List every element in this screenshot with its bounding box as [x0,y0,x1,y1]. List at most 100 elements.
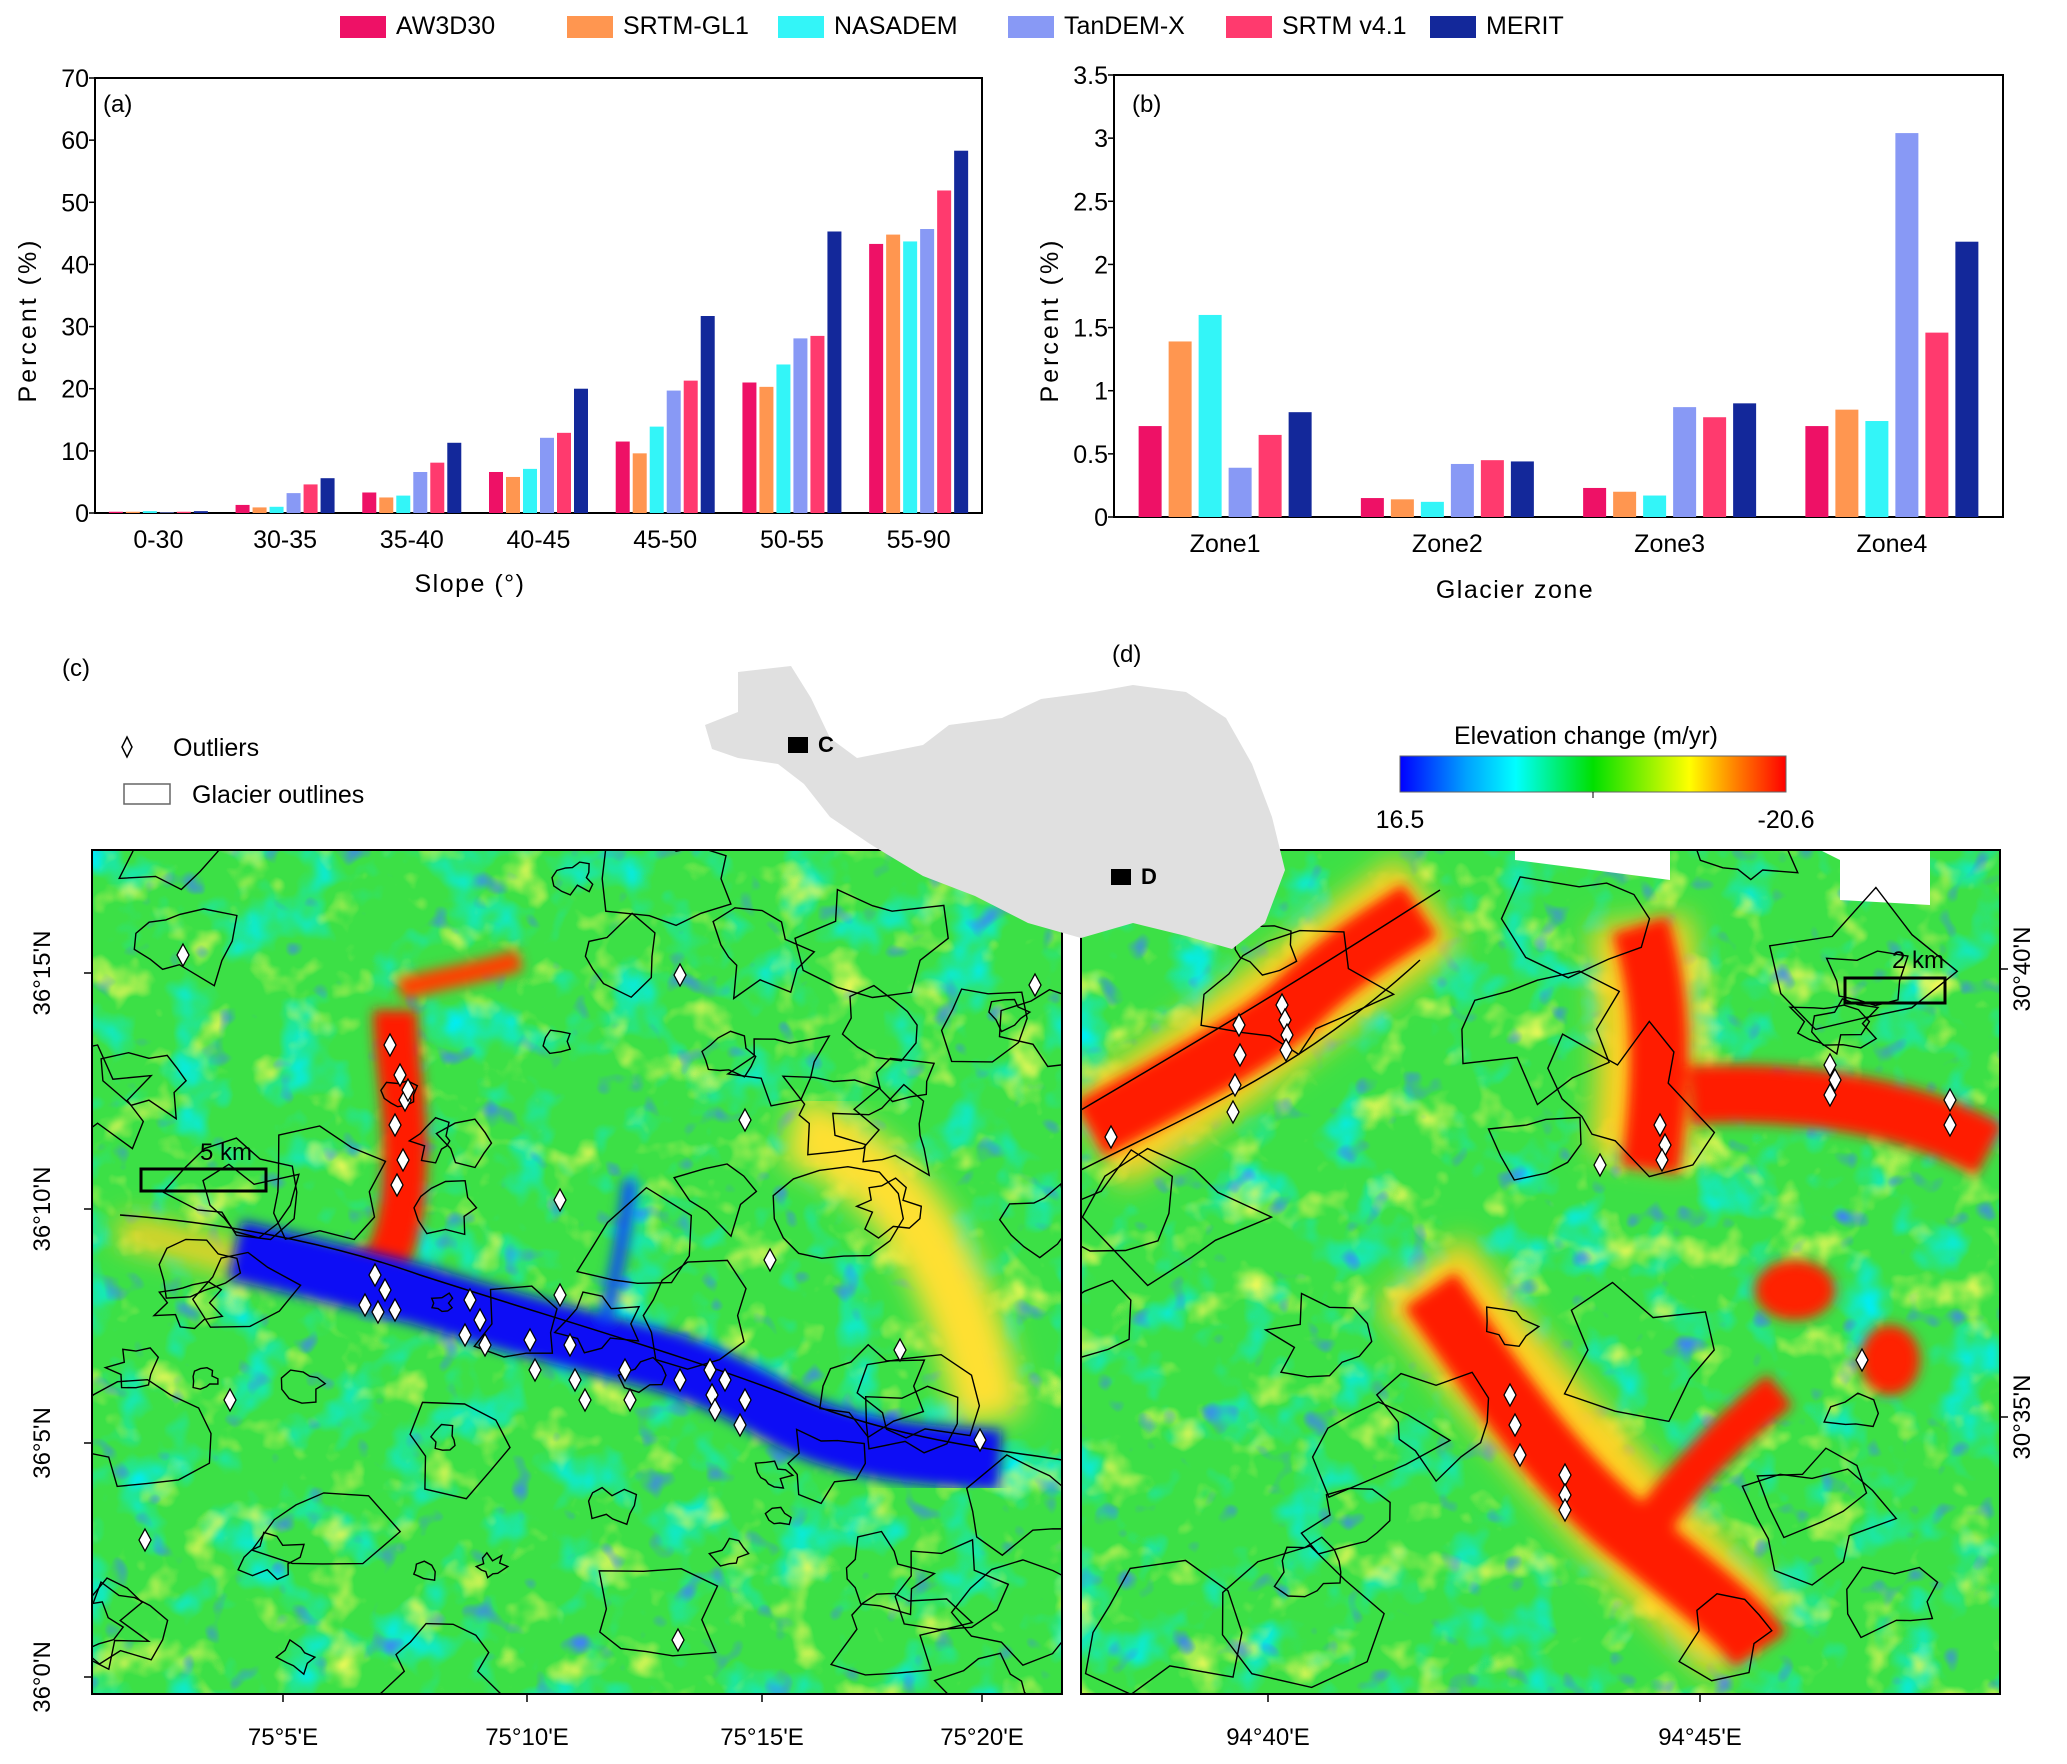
outlier-diamond [1655,1147,1669,1173]
bar-nasadem-zone2 [1420,501,1444,517]
bar-srtm-v4-1-zone3 [1703,417,1727,517]
outlier-diamond [568,1367,582,1393]
y-tick-label: 40 [61,251,89,279]
bar-aw3d30-zone3 [1583,487,1607,517]
glacier-outline [712,907,816,1000]
legend-item-srtm-gl1: SRTM-GL1 [567,12,749,41]
y-tick-label: 2.5 [1073,188,1108,216]
panel-label-d: (d) [1112,641,1141,668]
legend-item-srtm-v41: SRTM v4.1 [1226,12,1407,41]
glacier-outline [587,1486,638,1526]
outlier-diamond [623,1387,637,1413]
bar-tandem-x-50-55 [793,338,808,513]
legend-label: AW3D30 [396,12,496,40]
legend-item-tandem-x: TanDEM-X [1008,12,1185,41]
lon-label: 94°45'E [1658,1724,1742,1751]
bar-srtm-v4-1-45-50 [683,380,698,513]
bar-srtm-gl1-45-50 [632,453,647,513]
scale-bar-label-d: 2 km [1892,947,1944,974]
outlier-diamond [388,1297,402,1323]
outlier-diamond [523,1327,537,1353]
bar-nasadem-50-55 [776,364,791,513]
bar-aw3d30-55-90 [869,243,884,513]
y-tick-label: 70 [61,65,89,93]
bar-nasadem-zone1 [1198,314,1222,517]
glacier-outline [1823,1392,1880,1428]
outlier-diamond [1943,1087,1957,1113]
bar-nasadem-40-45 [523,468,537,513]
x-tick-label: 50-55 [760,526,824,554]
glacier-outline [429,1423,456,1451]
y-tick-label: 60 [61,127,89,155]
glacier-outline [998,988,1062,1068]
legend-outliers-label: Outliers [173,734,259,762]
x-tick-label: 35-40 [380,526,444,554]
bar-aw3d30-zone4 [1805,426,1829,517]
glacier-outline [92,1378,212,1488]
glacier-outline [1081,1148,1174,1252]
glacier-outline [1300,1487,1391,1555]
legend-label: NASADEM [834,12,958,40]
scale-bar-c [139,1167,268,1193]
outlier-diamond [1233,1042,1247,1068]
legend-outlines-label: Glacier outlines [192,781,364,809]
x-axis-label: Slope (°) [414,570,525,598]
glacier-outline [553,1291,641,1354]
bar-tandem-x-zone1 [1228,467,1252,517]
bar-aw3d30-50-55 [742,382,757,513]
legend-item-merit: MERIT [1430,12,1564,41]
bar-aw3d30-0-30 [108,511,123,513]
outlier-diamond [1823,1052,1837,1078]
legend-label: TanDEM-X [1064,12,1185,40]
bar-merit-35-40 [447,442,462,513]
outlier-diamond [738,1387,752,1413]
scale-bar-d [1843,976,1947,1005]
outlier-diamond [1028,972,1042,998]
lon-label: 75°5'E [248,1724,318,1751]
bar-tandem-x-zone4 [1895,133,1919,517]
outlier-diamond [378,1277,392,1303]
outlier-markers [1104,992,1957,1523]
outlier-diamond [478,1332,492,1358]
map-d-lat-labels: 30°40'N 30°35'N [2009,927,2036,1460]
x-axis-label: Glacier zone [1436,576,1594,604]
colorbar-min-label: 16.5 [1376,806,1425,834]
panel-label-b: (b) [1132,91,1161,118]
bar-srtm-v4-1-zone2 [1480,460,1504,517]
glacier-outline [1081,889,1441,1171]
outlier-diamond [458,1322,472,1348]
panel-label-a: (a) [103,91,132,118]
glacier-outline [1461,970,1621,1106]
glacier-outline [1273,1536,1342,1598]
bar-srtm-v4-1-zone1 [1258,434,1282,517]
glacier-outline [474,1551,510,1579]
glacier-outline [950,1559,1062,1667]
bar-srtm-gl1-40-45 [506,476,520,513]
glacier-outline [772,1165,905,1260]
outlier-diamond [673,1367,687,1393]
outlier-diamond [578,1387,592,1413]
glacier-outline [100,1051,188,1121]
x-tick-label: Zone1 [1190,530,1261,558]
outlier-diamond [733,1412,747,1438]
glacier-outline [1375,1371,1490,1483]
outlier-diamond [1226,1099,1240,1125]
y-tick-label: 30 [61,314,89,342]
no-data-area [1515,850,1930,905]
bar-merit-zone3 [1733,403,1757,517]
glacier-outline [787,1428,867,1505]
zone-bar-chart: (b) Percent (%) Glacier zone 0 0.5 1 1.5 2 2.… [1036,62,2004,604]
outlier-diamond [473,1307,487,1333]
glacier-outline [103,1347,160,1389]
lat-label: 36°15'N [29,931,56,1016]
y-tick-label: 1.5 [1073,315,1108,343]
bar-srtm-gl1-30-35 [252,507,267,513]
legend-swatch [1226,15,1272,38]
map-c-frame [91,849,1063,1695]
glacier-outline [998,1182,1062,1259]
bar-srtm-gl1-zone2 [1390,499,1414,517]
colorbar-max-label: -20.6 [1758,806,1815,834]
glacier-outline [119,1214,1062,1461]
glacier-outline [1200,929,1396,1056]
